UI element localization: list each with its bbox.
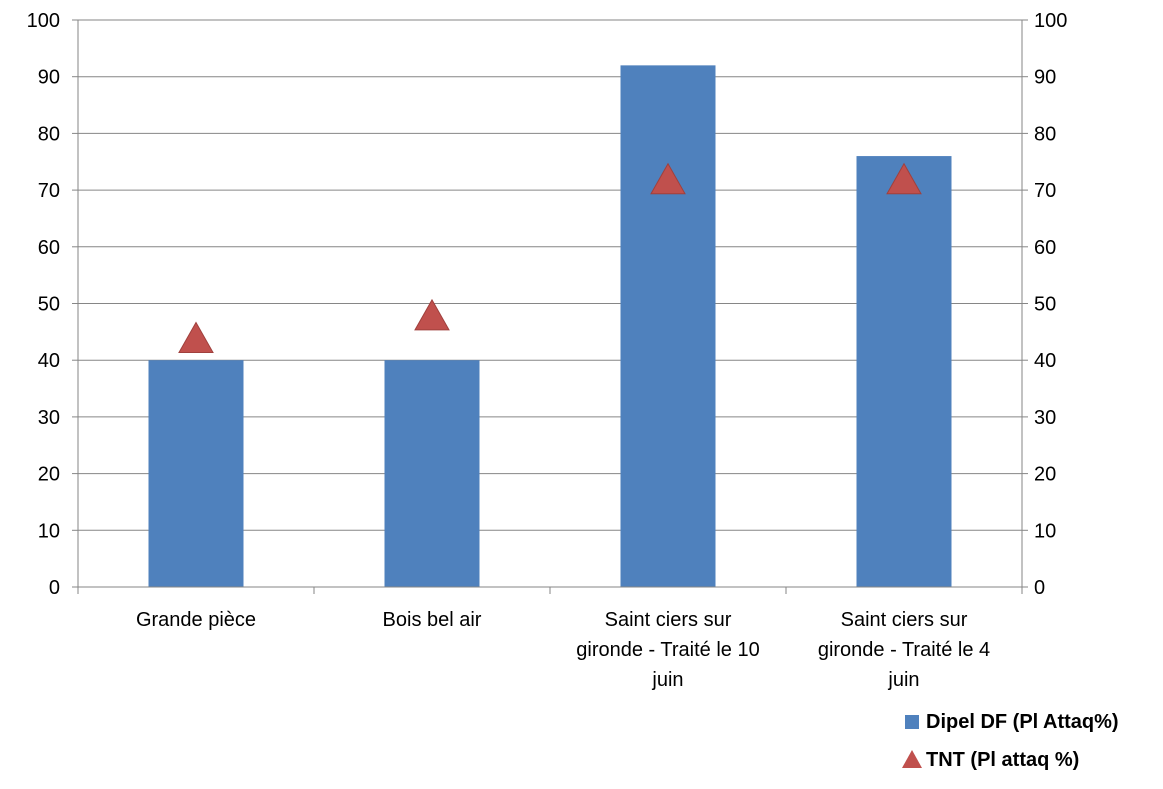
x-axis-labels: Grande pièce Bois bel air Saint ciers sur g… — [136, 609, 990, 691]
legend-swatch-triangle — [902, 750, 922, 768]
y-tick-label: 40 — [38, 350, 60, 372]
y-tick-label: 100 — [27, 10, 60, 32]
y2-tick-label: 90 — [1034, 67, 1056, 89]
y2-tick-label: 50 — [1034, 294, 1056, 316]
x-tick-label: Bois bel air — [383, 609, 482, 631]
y2-tick-label: 10 — [1034, 520, 1056, 542]
triangle-marker — [414, 298, 450, 331]
y2-tick-label: 20 — [1034, 464, 1056, 486]
x-tick-label: Saint ciers sur gironde - Traité le 4 juin — [818, 609, 990, 691]
x-tick-label-line: gironde - Traité le 10 — [576, 639, 759, 661]
x-tick-label: Saint ciers sur gironde - Traité le 10 jui… — [576, 609, 759, 691]
y2-tick-label: 80 — [1034, 123, 1056, 145]
legend-label: Dipel DF (Pl Attaq%) — [926, 711, 1119, 733]
bar — [620, 65, 716, 588]
y2-tick-label: 40 — [1034, 350, 1056, 372]
x-tick-label-line: Grande pièce — [136, 609, 256, 631]
x-tick-label-line: juin — [651, 669, 683, 691]
y-tick-label: 30 — [38, 407, 60, 429]
y-tick-label: 60 — [38, 237, 60, 259]
x-tick-label-line: Bois bel air — [383, 609, 482, 631]
x-tick-label-line: Saint ciers sur — [841, 609, 968, 631]
x-tick-label-line: Saint ciers sur — [605, 609, 732, 631]
bar — [384, 360, 480, 587]
legend-label: TNT (Pl attaq %) — [926, 749, 1079, 771]
y-tick-label: 20 — [38, 464, 60, 486]
y2-tick-label: 0 — [1034, 577, 1045, 599]
y-tick-label: 90 — [38, 67, 60, 89]
bar-series — [148, 65, 952, 588]
y-axis-left-labels: 0 10 20 30 40 50 60 70 80 90 100 — [27, 10, 60, 599]
y-tick-label: 80 — [38, 123, 60, 145]
x-tick-label: Grande pièce — [136, 609, 256, 631]
triangle-marker — [650, 162, 686, 195]
y2-tick-label: 100 — [1034, 10, 1067, 32]
triangle-marker — [886, 162, 922, 195]
axes — [72, 19, 1028, 594]
y2-tick-label: 70 — [1034, 180, 1056, 202]
y2-tick-label: 30 — [1034, 407, 1056, 429]
y-axis-right-labels: 0 10 20 30 40 50 60 70 80 90 100 — [1034, 10, 1067, 599]
y-tick-label: 10 — [38, 520, 60, 542]
y2-tick-label: 60 — [1034, 237, 1056, 259]
y-tick-label: 0 — [49, 577, 60, 599]
y-tick-label: 70 — [38, 180, 60, 202]
bar — [148, 360, 244, 587]
bar — [856, 156, 952, 587]
marker-series — [178, 162, 922, 354]
legend-swatch-square — [905, 715, 919, 729]
x-tick-label-line: juin — [887, 669, 919, 691]
triangle-marker — [178, 321, 214, 354]
y-tick-label: 50 — [38, 294, 60, 316]
legend: Dipel DF (Pl Attaq%) TNT (Pl attaq %) — [902, 711, 1119, 771]
x-tick-label-line: gironde - Traité le 4 — [818, 639, 990, 661]
